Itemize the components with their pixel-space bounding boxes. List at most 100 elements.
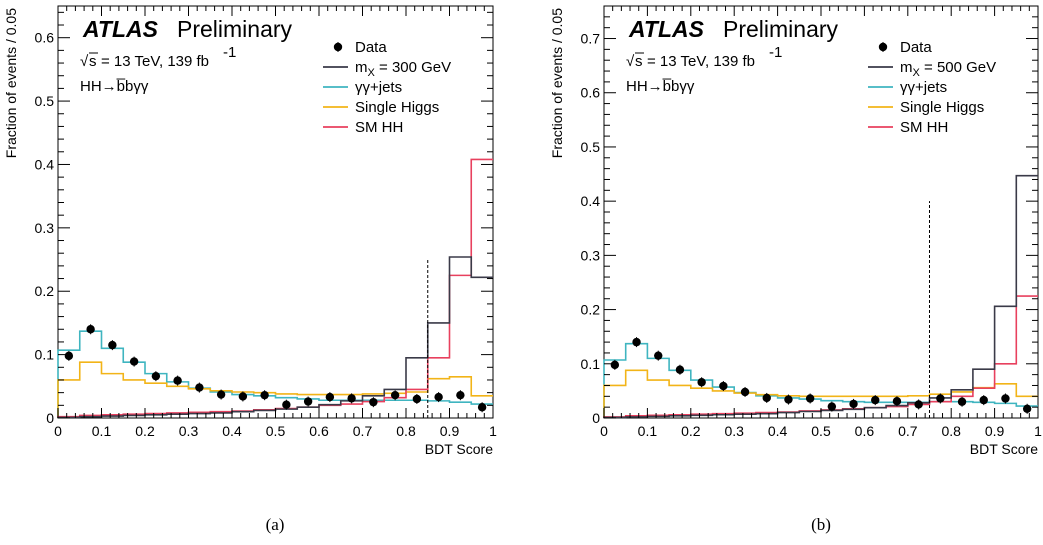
- preliminary-label: Preliminary: [177, 16, 293, 42]
- x-tick-label: 0.3: [179, 423, 199, 439]
- x-tick-label: 0: [54, 423, 62, 439]
- x-tick-label: 0.6: [309, 423, 329, 439]
- data-point: [477, 403, 487, 412]
- data-point: [654, 351, 663, 360]
- lumi-exponent: -1: [223, 44, 236, 61]
- data-point: [827, 402, 837, 411]
- sqrt-symbol: √: [80, 53, 89, 70]
- y-tick-label: 0.7: [581, 31, 601, 47]
- data-point: [369, 397, 378, 407]
- data-point: [86, 325, 95, 334]
- legend-label-sm-hh: SM HH: [355, 119, 403, 136]
- data-point: [892, 396, 902, 406]
- x-tick-label: 0.7: [353, 423, 373, 439]
- y-tick-label: 0.6: [581, 85, 601, 101]
- atlas-label: ATLAS: [82, 16, 159, 42]
- x-tick-label: 0: [600, 423, 608, 439]
- x-tick-label: 0.5: [811, 423, 831, 439]
- x-tick-label: 0.6: [855, 423, 875, 439]
- histogram-single-higgs: [57, 361, 493, 418]
- y-tick-label: 0.4: [581, 193, 601, 209]
- y-tick-label: 0.2: [35, 283, 55, 299]
- data-point: [957, 397, 967, 406]
- histogram-yyjets: [603, 342, 1038, 418]
- y-tick-label: 0.1: [581, 356, 601, 372]
- sqrt-s-label: s: [89, 53, 97, 70]
- process-label: HH→b̅bγγ: [80, 78, 149, 95]
- data-point: [195, 383, 204, 392]
- data-point: [434, 392, 443, 402]
- data-point: [282, 400, 291, 409]
- sqrt-s-label: s: [635, 53, 643, 70]
- legend-label-data: Data: [355, 39, 387, 56]
- energy-lumi-label: = 13 TeV, 139 fb: [647, 53, 755, 70]
- legend-label-sm-hh: SM HH: [900, 119, 948, 136]
- y-tick-label: 0.1: [35, 347, 55, 363]
- legend-label-single-higgs: Single Higgs: [900, 99, 984, 116]
- legend-label-signal: mX = 500 GeV: [900, 59, 996, 79]
- y-tick-label: 0.3: [581, 247, 601, 263]
- data-point: [260, 390, 269, 400]
- data-point: [740, 387, 750, 397]
- atlas-label: ATLAS: [628, 16, 705, 42]
- lumi-exponent: -1: [769, 44, 782, 61]
- data-point: [697, 378, 706, 387]
- legend-marker-data: [878, 42, 888, 52]
- y-tick-label: 0.2: [581, 302, 601, 318]
- data-point: [936, 394, 945, 403]
- data-point: [129, 357, 139, 366]
- legend-label-yyjets: γγ+jets: [900, 79, 947, 96]
- process-label: HH→b̅bγγ: [626, 78, 695, 95]
- data-point: [784, 395, 793, 404]
- data-point: [390, 390, 400, 400]
- panel-b: 0 0.1 0.2 0.3 0.4 0.5 0.6 0.7 0.8 0.9 1 0 0.1 0.2 0.3 0…: [549, 5, 1042, 534]
- energy-lumi-label: = 13 TeV, 139 fb: [101, 53, 209, 70]
- x-tick-label: 0.8: [396, 423, 416, 439]
- x-tick-label: 0.2: [135, 423, 155, 439]
- data-point: [1022, 404, 1032, 413]
- data-point: [914, 400, 923, 409]
- data-point: [347, 394, 356, 403]
- x-tick-label: 0.1: [638, 423, 658, 439]
- x-tick-label: 0.7: [898, 423, 918, 439]
- x-tick-label: 0.2: [681, 423, 701, 439]
- panel-caption: (b): [811, 515, 831, 534]
- data-point: [805, 394, 815, 403]
- y-tick-label: 0.4: [35, 156, 55, 172]
- x-tick-label: 0.1: [92, 423, 112, 439]
- legend-label-data: Data: [900, 39, 932, 56]
- y-axis-label: Fraction of events / 0.05: [549, 8, 565, 158]
- data-point: [979, 395, 988, 405]
- data-point: [1001, 394, 1010, 403]
- legend-label-signal: mX = 300 GeV: [355, 59, 451, 79]
- data-point: [675, 365, 685, 374]
- legend-label-yyjets: γγ+jets: [355, 79, 402, 96]
- x-tick-label: 0.4: [222, 423, 242, 439]
- y-tick-label: 0: [592, 410, 600, 426]
- panel-a: 0 0.1 0.2 0.3 0.4 0.5 0.6 0.7 0.8 0.9 1 0 0.1 0.2 0.3 0…: [3, 5, 497, 534]
- data-point: [871, 395, 880, 405]
- data-point: [64, 351, 74, 361]
- x-tick-label: 0.8: [941, 423, 961, 439]
- sqrt-symbol: √: [626, 53, 635, 70]
- x-tick-label: 0.5: [266, 423, 286, 439]
- data-point: [719, 381, 728, 391]
- x-tick-label: 0.9: [440, 423, 460, 439]
- data-point: [456, 390, 465, 400]
- legend-label-single-higgs: Single Higgs: [355, 99, 439, 116]
- data-point: [108, 340, 117, 350]
- data-point: [849, 399, 858, 409]
- data-point: [610, 360, 620, 370]
- y-tick-label: 0.3: [35, 220, 55, 236]
- data-point: [325, 392, 335, 402]
- data-point: [762, 393, 771, 403]
- x-axis-label: BDT Score: [970, 441, 1038, 457]
- preliminary-label: Preliminary: [723, 16, 839, 42]
- data-point: [173, 376, 182, 385]
- data-point: [412, 394, 422, 404]
- data-point: [238, 392, 248, 401]
- y-axis-label: Fraction of events / 0.05: [3, 8, 19, 158]
- x-axis-label: BDT Score: [425, 441, 493, 457]
- data-point: [151, 371, 161, 381]
